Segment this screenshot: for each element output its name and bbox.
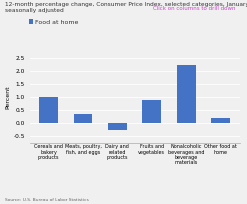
Text: Click on columns to drill down: Click on columns to drill down (153, 6, 236, 11)
Text: Source: U.S. Bureau of Labor Statistics: Source: U.S. Bureau of Labor Statistics (5, 198, 89, 202)
Text: 12-month percentage change, Consumer Price Index, selected categories, January 2: 12-month percentage change, Consumer Pri… (5, 2, 247, 13)
Bar (74, 114, 92, 123)
Legend: Food at home: Food at home (29, 19, 79, 25)
Bar (177, 65, 196, 123)
Y-axis label: Percent: Percent (5, 85, 11, 109)
Bar (108, 123, 127, 130)
Bar (211, 118, 230, 123)
Bar (39, 97, 58, 123)
Bar (142, 100, 161, 123)
